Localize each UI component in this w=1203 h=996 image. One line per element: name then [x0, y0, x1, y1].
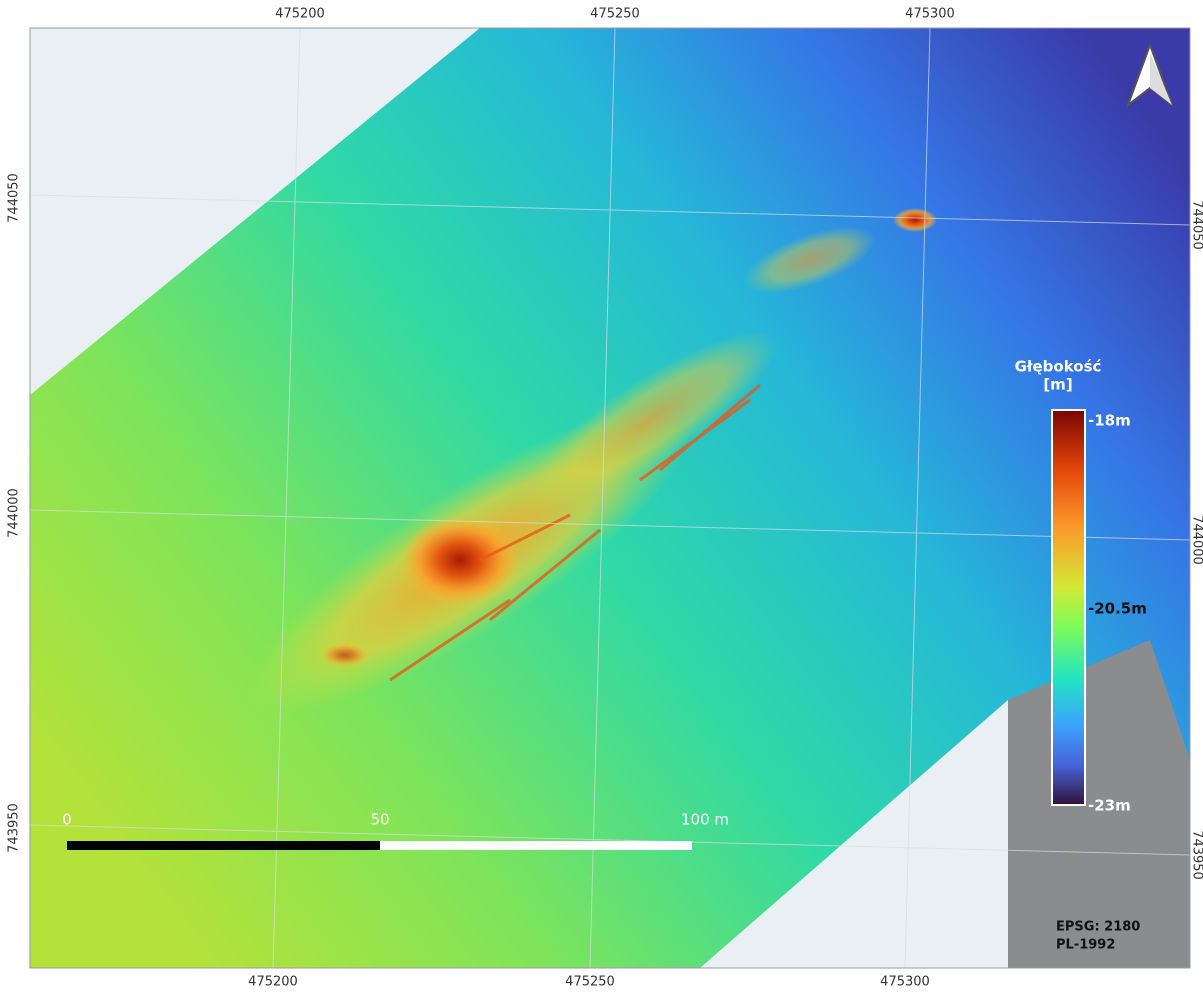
peak — [320, 643, 370, 667]
legend-label: -18m — [1088, 412, 1131, 430]
left-label: 743950 — [7, 803, 22, 853]
right-label: 744050 — [1190, 200, 1203, 250]
bottom-label: 475200 — [248, 975, 298, 990]
map-frame: 0 50 100 m Głębokość [m] -18m -20.5m -23… — [30, 28, 1190, 968]
legend-title: Głębokość — [1015, 358, 1102, 376]
crs-name: PL-1992 — [1056, 938, 1115, 953]
left-label: 744050 — [7, 173, 22, 223]
right-label: 744000 — [1190, 515, 1203, 565]
page: {"map": { "top_labels": ["475200", "4752… — [0, 0, 1203, 992]
color-bar — [1052, 410, 1085, 805]
crs-code: EPSG: 2180 — [1056, 920, 1140, 935]
right-label: 743950 — [1190, 830, 1203, 880]
peak — [893, 208, 937, 232]
top-label: 475200 — [275, 7, 325, 22]
peak — [400, 515, 520, 605]
scale-label: 100 m — [681, 811, 729, 829]
left-label: 744000 — [7, 488, 22, 538]
legend-unit: [m] — [1043, 376, 1072, 394]
bottom-label: 475250 — [565, 975, 615, 990]
map: 0 50 100 m Głębokość [m] -18m -20.5m -23… — [0, 0, 1203, 992]
top-label: 475250 — [590, 7, 640, 22]
legend-label: -23m — [1088, 797, 1131, 815]
scale-segment — [380, 841, 692, 850]
scale-label: 50 — [370, 811, 389, 829]
legend-label: -20.5m — [1088, 600, 1147, 618]
top-label: 475300 — [905, 7, 955, 22]
bottom-label: 475300 — [880, 975, 930, 990]
scale-label: 0 — [62, 811, 72, 829]
scale-segment — [67, 841, 380, 850]
